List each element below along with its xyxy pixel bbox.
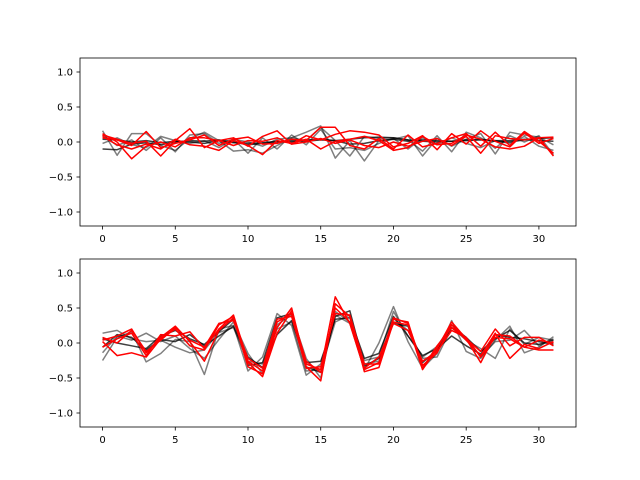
top-subplot-series-line-8: [102, 132, 554, 160]
bottom-subplot-xtick-label: 25: [460, 435, 473, 446]
bottom-subplot-xtick-label: 15: [314, 435, 327, 446]
top-subplot-xtick-label: 25: [460, 234, 473, 245]
top-subplot-xtick-label: 15: [314, 234, 327, 245]
top-subplot-xtick-label: 20: [387, 234, 400, 245]
top-subplot-ytick-label: −1.0: [49, 208, 73, 219]
top-subplot-ytick-label: −0.5: [49, 173, 73, 184]
bottom-subplot-xtick-label: 20: [387, 435, 400, 446]
top-subplot-series-line-4: [102, 137, 554, 145]
top-subplot-lines: [101, 125, 555, 162]
bottom-subplot-lines: [101, 296, 554, 382]
top-subplot-ticks: 0 5 10 15 20 25 30 −1.0 −0.5 0.0 0.5 1.0: [49, 68, 546, 245]
top-subplot-ytick-label: 0.0: [57, 138, 73, 149]
bottom-subplot: 0 5 10 15 20 25 30 −1.0 −0.5 0.0 0.5 1.0: [49, 258, 577, 446]
bottom-subplot-ytick-label: 1.0: [57, 269, 73, 280]
bottom-subplot-xtick-label: 0: [99, 435, 105, 446]
top-subplot-ytick-label: 1.0: [57, 68, 73, 79]
bottom-subplot-xtick-label: 5: [172, 435, 178, 446]
top-subplot-xtick-label: 5: [172, 234, 178, 245]
bottom-subplot-series-line-6: [102, 296, 554, 378]
top-subplot-xtick-label: 0: [99, 234, 105, 245]
top-subplot-series-line-7: [102, 126, 554, 154]
top-subplot-series-line-6: [102, 134, 555, 157]
bottom-subplot-series-line-8: [102, 312, 554, 369]
bottom-subplot-xtick-label: 10: [242, 435, 255, 446]
bottom-subplot-ytick-label: 0.5: [57, 304, 73, 315]
top-subplot-xtick-label: 30: [533, 234, 546, 245]
bottom-subplot-frame: [79, 258, 577, 428]
top-subplot-xtick-label: 10: [242, 234, 255, 245]
top-subplot: 0 5 10 15 20 25 30 −1.0 −0.5 0.0 0.5 1.0: [49, 57, 577, 245]
top-subplot-frame: [79, 57, 577, 227]
top-subplot-series-line-5: [102, 127, 554, 157]
bottom-subplot-ytick-label: 0.0: [57, 339, 73, 350]
bottom-subplot-ytick-label: −1.0: [49, 409, 73, 420]
bottom-subplot-ytick-label: −0.5: [49, 374, 73, 385]
top-subplot-ytick-label: 0.5: [57, 103, 73, 114]
bottom-subplot-xtick-label: 30: [533, 435, 546, 446]
bottom-subplot-ticks: 0 5 10 15 20 25 30 −1.0 −0.5 0.0 0.5 1.0: [49, 269, 546, 446]
